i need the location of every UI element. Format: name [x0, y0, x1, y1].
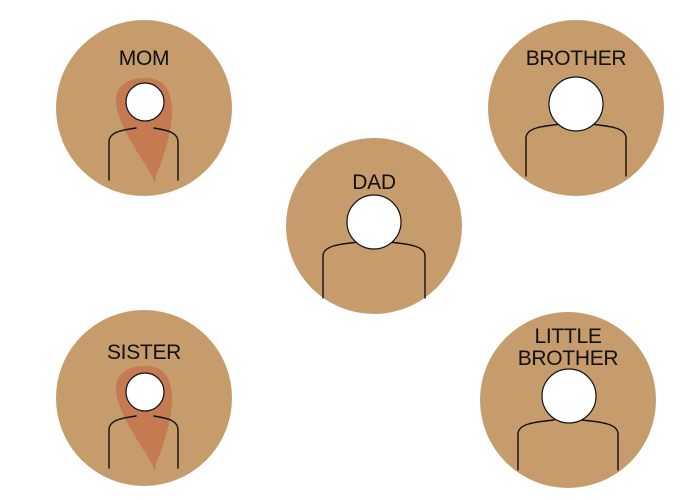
- member-little-brother: LITTLE BROTHER: [480, 312, 656, 488]
- man-figure-icon: [480, 312, 656, 488]
- man-figure-icon: [488, 20, 664, 196]
- member-label: SISTER: [106, 341, 182, 364]
- member-dad: DAD: [286, 138, 462, 314]
- member-brother: BROTHER: [488, 20, 664, 196]
- woman-figure-icon: [56, 20, 232, 196]
- member-mom: MOM: [56, 20, 232, 196]
- member-sister: SISTER: [56, 310, 232, 486]
- member-label: DAD: [352, 171, 396, 194]
- woman-figure-icon: [56, 310, 232, 486]
- member-label: LITTLE BROTHER: [517, 325, 619, 370]
- member-label: MOM: [118, 47, 170, 70]
- member-label: BROTHER: [525, 47, 627, 70]
- man-figure-icon: [286, 138, 462, 314]
